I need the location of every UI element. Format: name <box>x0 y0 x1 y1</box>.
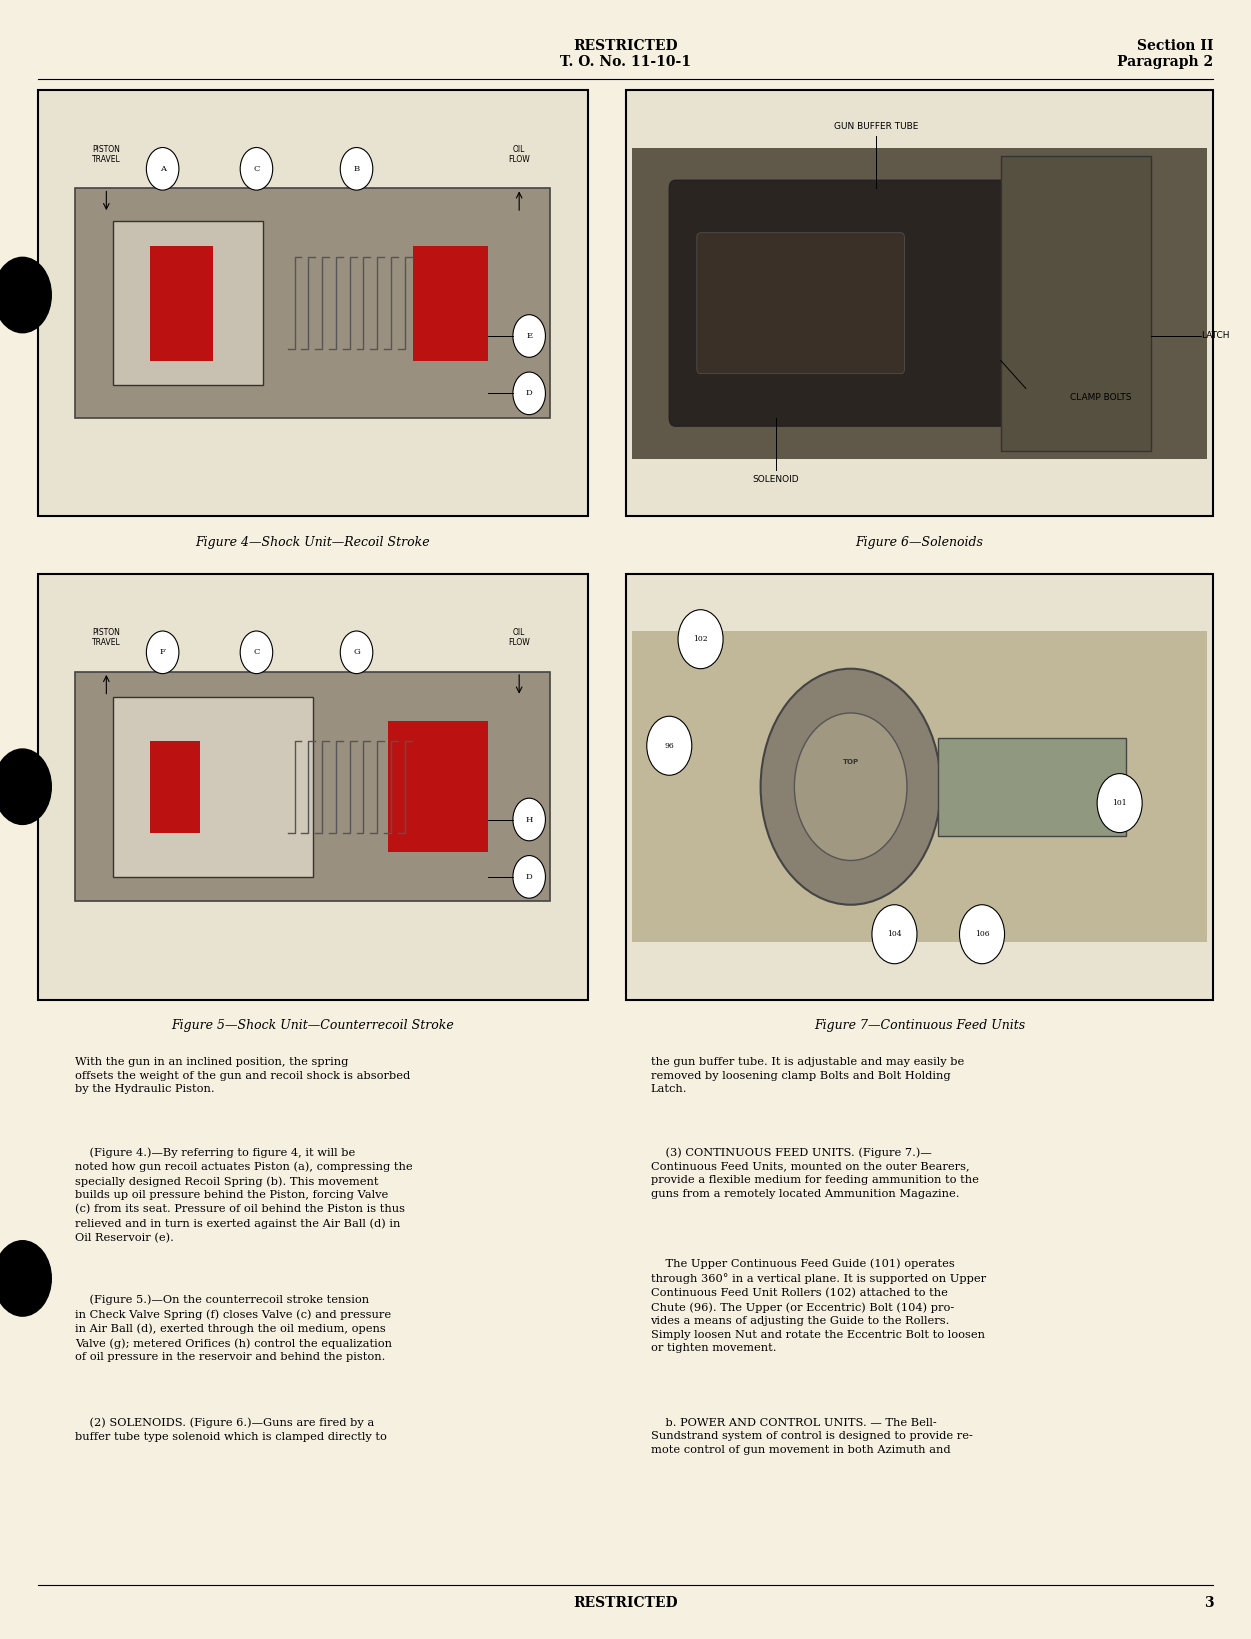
Text: TOP: TOP <box>843 759 858 765</box>
FancyBboxPatch shape <box>113 697 313 877</box>
Text: Figure 4—Shock Unit—Recoil Stroke: Figure 4—Shock Unit—Recoil Stroke <box>195 536 430 549</box>
FancyBboxPatch shape <box>38 574 588 1000</box>
Circle shape <box>340 148 373 190</box>
Text: 104: 104 <box>887 931 902 938</box>
Text: (3) CONTINUOUS FEED UNITS. (Figure 7.)—
Continuous Feed Units, mounted on the ou: (3) CONTINUOUS FEED UNITS. (Figure 7.)— … <box>651 1147 978 1198</box>
Text: 106: 106 <box>975 931 990 938</box>
Text: LATCH: LATCH <box>1201 331 1230 341</box>
Circle shape <box>240 631 273 674</box>
Text: OIL
FLOW: OIL FLOW <box>508 144 530 164</box>
FancyBboxPatch shape <box>669 180 1007 426</box>
Text: D: D <box>525 390 533 397</box>
Text: GUN BUFFER TUBE: GUN BUFFER TUBE <box>833 123 918 131</box>
Text: (Figure 5.)—On the counterrecoil stroke tension
in Check Valve Spring (f) closes: (Figure 5.)—On the counterrecoil stroke … <box>75 1295 392 1362</box>
Text: Figure 5—Shock Unit—Counterrecoil Stroke: Figure 5—Shock Unit—Counterrecoil Stroke <box>171 1019 454 1033</box>
Circle shape <box>146 631 179 674</box>
Text: Figure 7—Continuous Feed Units: Figure 7—Continuous Feed Units <box>814 1019 1025 1033</box>
Circle shape <box>513 856 545 898</box>
Circle shape <box>761 669 941 905</box>
Text: C: C <box>253 166 260 172</box>
Circle shape <box>240 148 273 190</box>
FancyBboxPatch shape <box>413 246 488 361</box>
Text: 96: 96 <box>664 742 674 749</box>
Text: E: E <box>527 333 532 339</box>
Text: Section II: Section II <box>1137 39 1213 52</box>
Text: (Figure 4.)—By referring to figure 4, it will be
noted how gun recoil actuates P: (Figure 4.)—By referring to figure 4, it… <box>75 1147 413 1242</box>
Text: Figure 6—Solenoids: Figure 6—Solenoids <box>856 536 983 549</box>
Text: b. POWER AND CONTROL UNITS. — The Bell-
Sundstrand system of control is designed: b. POWER AND CONTROL UNITS. — The Bell- … <box>651 1418 972 1455</box>
FancyBboxPatch shape <box>938 738 1126 836</box>
Text: (2) SOLENOIDS. (Figure 6.)—Guns are fired by a
buffer tube type solenoid which i: (2) SOLENOIDS. (Figure 6.)—Guns are fire… <box>75 1418 387 1442</box>
Text: B: B <box>354 166 359 172</box>
Text: 102: 102 <box>693 636 708 642</box>
Circle shape <box>0 749 51 824</box>
Text: the gun buffer tube. It is adjustable and may easily be
removed by loosening cla: the gun buffer tube. It is adjustable an… <box>651 1057 963 1095</box>
Text: F: F <box>160 649 165 656</box>
FancyBboxPatch shape <box>626 90 1213 516</box>
Circle shape <box>1097 774 1142 833</box>
Circle shape <box>794 713 907 860</box>
FancyBboxPatch shape <box>632 148 1207 459</box>
Text: C: C <box>253 649 260 656</box>
Text: PISTON
TRAVEL: PISTON TRAVEL <box>93 144 120 164</box>
FancyBboxPatch shape <box>697 233 904 374</box>
Text: CLAMP BOLTS: CLAMP BOLTS <box>1070 393 1132 402</box>
Text: A: A <box>160 166 165 172</box>
Text: With the gun in an inclined position, the spring
offsets the weight of the gun a: With the gun in an inclined position, th… <box>75 1057 410 1095</box>
Text: D: D <box>525 874 533 880</box>
FancyBboxPatch shape <box>75 188 550 418</box>
FancyBboxPatch shape <box>150 741 200 833</box>
Circle shape <box>0 257 51 333</box>
Circle shape <box>678 610 723 669</box>
FancyBboxPatch shape <box>38 90 588 516</box>
FancyBboxPatch shape <box>1001 156 1151 451</box>
Text: G: G <box>353 649 360 656</box>
Text: PISTON
TRAVEL: PISTON TRAVEL <box>93 628 120 647</box>
FancyBboxPatch shape <box>113 221 263 385</box>
Text: OIL
FLOW: OIL FLOW <box>508 628 530 647</box>
Circle shape <box>513 315 545 357</box>
Circle shape <box>340 631 373 674</box>
FancyBboxPatch shape <box>150 246 213 361</box>
Circle shape <box>960 905 1005 964</box>
Circle shape <box>513 798 545 841</box>
Circle shape <box>647 716 692 775</box>
FancyBboxPatch shape <box>632 631 1207 942</box>
Circle shape <box>0 1241 51 1316</box>
Circle shape <box>872 905 917 964</box>
Text: 3: 3 <box>1203 1596 1213 1609</box>
Text: RESTRICTED: RESTRICTED <box>573 39 678 52</box>
FancyBboxPatch shape <box>626 574 1213 1000</box>
Text: Paragraph 2: Paragraph 2 <box>1117 56 1213 69</box>
FancyBboxPatch shape <box>75 672 550 901</box>
Text: SOLENOID: SOLENOID <box>752 475 799 484</box>
Circle shape <box>146 148 179 190</box>
Text: 101: 101 <box>1112 800 1127 806</box>
Text: The Upper Continuous Feed Guide (101) operates
through 360° in a vertical plane.: The Upper Continuous Feed Guide (101) op… <box>651 1259 986 1354</box>
Text: RESTRICTED: RESTRICTED <box>573 1596 678 1609</box>
FancyBboxPatch shape <box>388 721 488 852</box>
Text: T. O. No. 11-10-1: T. O. No. 11-10-1 <box>560 56 691 69</box>
Text: H: H <box>525 816 533 823</box>
Circle shape <box>513 372 545 415</box>
